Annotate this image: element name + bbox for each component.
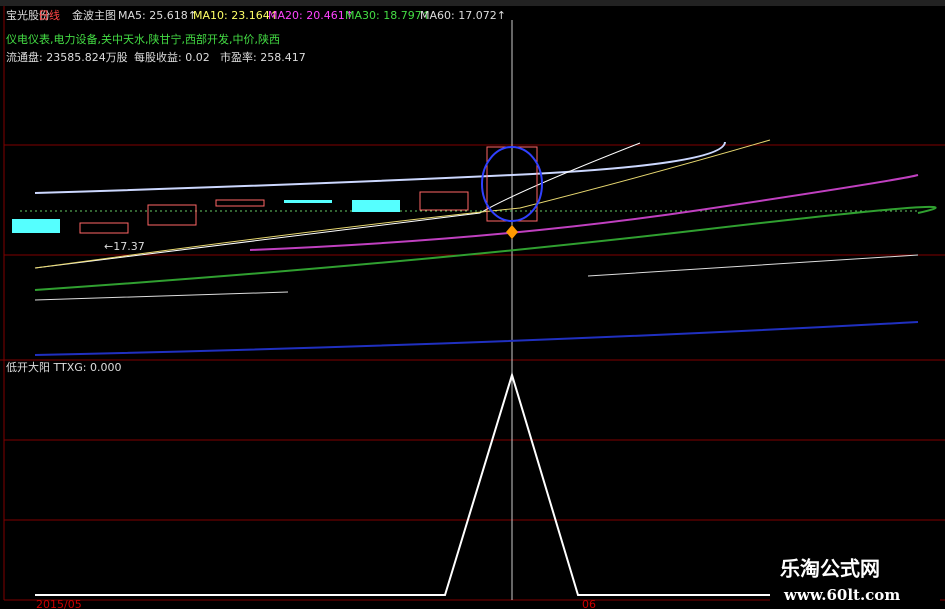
pe: 市盈率: 258.417 bbox=[220, 50, 306, 64]
ma20: MA20: 20.461↑ bbox=[268, 9, 354, 22]
eps: 每股收益: 0.02 bbox=[134, 50, 210, 64]
candles bbox=[12, 146, 543, 239]
indicator-label: 低开大阳 TTXG: 0.000 bbox=[6, 360, 122, 374]
ma10: MA10: 23.164↑ bbox=[193, 9, 279, 22]
watermark-url: www.60lt.com bbox=[783, 586, 900, 604]
low-marker: ←17.37 bbox=[104, 240, 145, 253]
watermark-bg bbox=[770, 552, 940, 606]
ma60: MA60: 17.072↑ bbox=[420, 9, 506, 22]
template: 金波主图 bbox=[72, 8, 116, 22]
stock-name: 宝光股份 bbox=[6, 8, 50, 22]
ma5: MA5: 25.618↑ bbox=[118, 9, 197, 22]
ma30: MA30: 18.797↑ bbox=[345, 9, 431, 22]
date-label: 06 bbox=[582, 598, 596, 609]
period: 日线 bbox=[38, 8, 60, 22]
header: 宝光股份 日线 金波主图 MA5: 25.618↑ MA10: 23.164↑ … bbox=[6, 8, 506, 64]
date-label: 2015/05 bbox=[36, 598, 82, 609]
watermark-name: 乐淘公式网 bbox=[780, 557, 880, 581]
sectors: 仪电仪表,电力设备,关中天水,陕甘宁,西部开发,中价,陕西 bbox=[6, 32, 280, 46]
frame bbox=[0, 6, 945, 601]
indicator-line bbox=[35, 371, 918, 596]
ma-lines bbox=[34, 139, 937, 356]
float-shares: 流通盘: 23585.824万股 bbox=[6, 50, 128, 64]
tab-bar bbox=[0, 0, 945, 6]
